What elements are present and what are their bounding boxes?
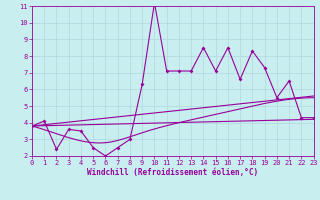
X-axis label: Windchill (Refroidissement éolien,°C): Windchill (Refroidissement éolien,°C) <box>87 168 258 177</box>
